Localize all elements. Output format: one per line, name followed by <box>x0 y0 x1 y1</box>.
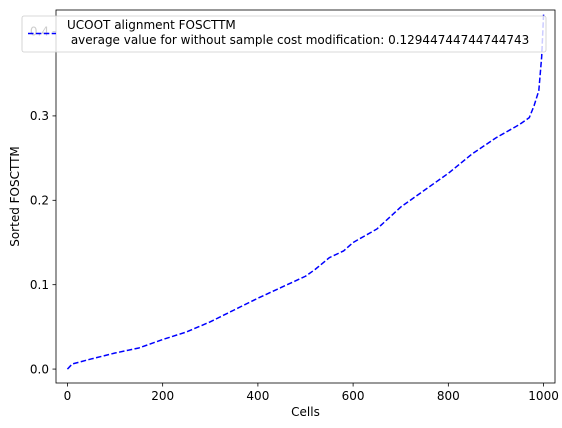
x-tick-label: 600 <box>342 389 365 403</box>
plot-frame <box>55 9 556 384</box>
x-tick-label: 400 <box>246 389 269 403</box>
y-tick-label: 0.0 <box>30 362 49 376</box>
legend-box <box>21 15 547 53</box>
series-line-0 <box>66 14 545 370</box>
series-layer <box>66 14 545 370</box>
x-tick-label: 800 <box>437 389 460 403</box>
y-tick-label: 0.2 <box>30 193 49 207</box>
legend: UCOOT alignment FOSCTTM average value fo… <box>21 15 547 53</box>
x-tick-label: 0 <box>64 389 72 403</box>
legend-label-line2: average value for without sample cost mo… <box>67 33 529 47</box>
y-axis: 0.00.10.20.30.4 <box>30 25 56 376</box>
y-tick-label: 0.3 <box>30 109 49 123</box>
y-tick-label: 0.1 <box>30 278 49 292</box>
x-axis: 0 200 400 600 800 1000 <box>64 383 559 403</box>
x-tick-label: 200 <box>151 389 174 403</box>
plot-area <box>56 10 555 383</box>
y-axis-label: Sorted FOSCTTM <box>8 146 22 247</box>
x-axis-label: Cells <box>291 405 320 419</box>
legend-label-line1: UCOOT alignment FOSCTTM <box>67 18 236 32</box>
x-tick-label: 1000 <box>528 389 559 403</box>
